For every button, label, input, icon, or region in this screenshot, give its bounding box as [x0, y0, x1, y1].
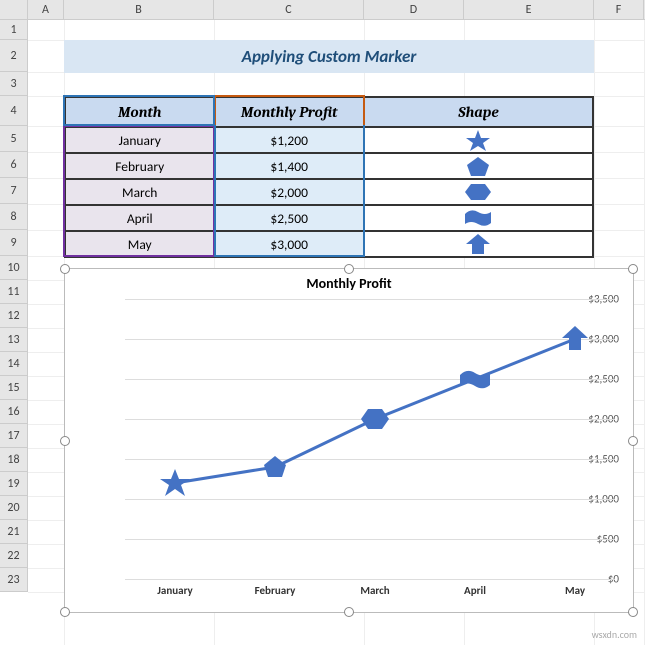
row-header-9[interactable]: 9 — [0, 230, 27, 256]
cell-month[interactable]: January — [65, 127, 214, 153]
row-header-6[interactable]: 6 — [0, 152, 27, 178]
cell-grid[interactable]: Applying Custom Marker Month Monthly Pro… — [28, 20, 645, 645]
row-header-16[interactable]: 16 — [0, 400, 27, 424]
col-header-B[interactable]: B — [64, 0, 214, 19]
column-header-row: A B C D E F — [0, 0, 645, 20]
spreadsheet-view: A B C D E F 1234567891011121314151617181… — [0, 0, 645, 645]
cell-shape[interactable] — [364, 179, 593, 205]
marker-arrow — [562, 326, 588, 350]
cell-month[interactable]: February — [65, 153, 214, 179]
cell-profit[interactable]: $1,400 — [214, 153, 363, 179]
row-header-22[interactable]: 22 — [0, 544, 27, 568]
cell-profit[interactable]: $2,000 — [214, 179, 363, 205]
table-row: March $2,000 — [65, 179, 593, 205]
row-header-17[interactable]: 17 — [0, 424, 27, 448]
row-header-15[interactable]: 15 — [0, 376, 27, 400]
star-icon — [465, 129, 491, 151]
cell-shape[interactable] — [364, 205, 593, 231]
cell-profit[interactable]: $3,000 — [214, 231, 363, 257]
row-header-21[interactable]: 21 — [0, 520, 27, 544]
resize-handle[interactable] — [344, 264, 354, 274]
chart-series[interactable] — [125, 299, 625, 579]
row-header-1[interactable]: 1 — [0, 20, 27, 40]
row-header-5[interactable]: 5 — [0, 126, 27, 152]
row-header-3[interactable]: 3 — [0, 72, 27, 96]
x-tick-label: February — [255, 584, 296, 597]
arrow-icon — [465, 233, 491, 255]
row-header-col: 1234567891011121314151617181920212223 — [0, 20, 28, 592]
resize-handle[interactable] — [60, 436, 70, 446]
row-header-19[interactable]: 19 — [0, 472, 27, 496]
table-row: April $2,500 — [65, 205, 593, 231]
marker-hexagon — [361, 409, 389, 429]
chart-plot-area[interactable]: $3,500 $3,000 $2,500 $2,000 $1,500 $1,00… — [75, 299, 625, 579]
row-header-14[interactable]: 14 — [0, 352, 27, 376]
cell-profit[interactable]: $1,200 — [214, 127, 363, 153]
resize-handle[interactable] — [628, 436, 638, 446]
row-header-2[interactable]: 2 — [0, 40, 27, 72]
row-header-11[interactable]: 11 — [0, 280, 27, 304]
gridline — [125, 579, 615, 580]
resize-handle[interactable] — [60, 264, 70, 274]
row-header-20[interactable]: 20 — [0, 496, 27, 520]
hexagon-icon — [464, 181, 492, 203]
col-header-F[interactable]: F — [594, 0, 644, 19]
resize-handle[interactable] — [60, 607, 70, 617]
row-header-10[interactable]: 10 — [0, 256, 27, 280]
resize-handle[interactable] — [344, 607, 354, 617]
col-header-D[interactable]: D — [364, 0, 464, 19]
row-header-4[interactable]: 4 — [0, 96, 27, 126]
header-profit: Monthly Profit — [214, 97, 363, 127]
col-header-A[interactable]: A — [28, 0, 64, 19]
row-header-12[interactable]: 12 — [0, 304, 27, 328]
table-row: February $1,400 — [65, 153, 593, 179]
cell-month[interactable]: May — [65, 231, 214, 257]
table-row: January $1,200 — [65, 127, 593, 153]
row-header-7[interactable]: 7 — [0, 178, 27, 204]
pentagon-icon — [465, 155, 491, 177]
chart-title[interactable]: Monthly Profit — [65, 275, 633, 292]
table-header-row: Month Monthly Profit Shape — [65, 97, 593, 127]
cell-shape[interactable] — [364, 153, 593, 179]
chart-object[interactable]: Monthly Profit $3,500 $3,000 $2,500 $2,0… — [64, 268, 634, 613]
select-all-cell[interactable] — [0, 0, 28, 19]
header-month: Month — [65, 97, 214, 127]
marker-pentagon — [264, 456, 286, 477]
col-header-C[interactable]: C — [214, 0, 364, 19]
col-header-E[interactable]: E — [464, 0, 594, 19]
x-tick-label: January — [157, 584, 192, 597]
table-row: May $3,000 — [65, 231, 593, 257]
cell-month[interactable]: March — [65, 179, 214, 205]
header-shape: Shape — [364, 97, 593, 127]
x-tick-label: March — [360, 584, 389, 597]
cell-shape[interactable] — [364, 231, 593, 257]
x-tick-label: May — [565, 584, 585, 597]
row-header-23[interactable]: 23 — [0, 568, 27, 592]
cell-shape[interactable] — [364, 127, 593, 153]
cell-month[interactable]: April — [65, 205, 214, 231]
watermark: wsxdn.com — [592, 628, 637, 641]
page-title: Applying Custom Marker — [64, 40, 594, 73]
resize-handle[interactable] — [628, 264, 638, 274]
x-tick-label: April — [464, 584, 486, 597]
row-header-8[interactable]: 8 — [0, 204, 27, 230]
row-header-13[interactable]: 13 — [0, 328, 27, 352]
resize-handle[interactable] — [628, 607, 638, 617]
wave-icon — [463, 208, 493, 228]
cell-profit[interactable]: $2,500 — [214, 205, 363, 231]
data-table: Month Monthly Profit Shape January $1,20… — [64, 96, 594, 258]
row-header-18[interactable]: 18 — [0, 448, 27, 472]
